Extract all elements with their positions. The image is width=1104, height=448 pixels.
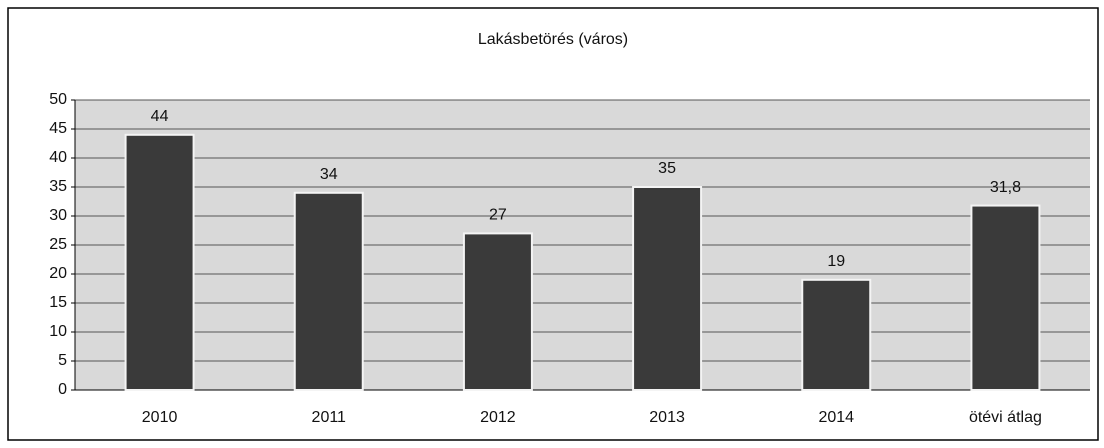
- x-tick-label: 2010: [142, 409, 178, 426]
- bar: [293, 191, 364, 391]
- y-tick-label: 50: [49, 91, 67, 108]
- y-tick-label: 20: [49, 265, 67, 282]
- x-tick-label: 2014: [818, 409, 854, 426]
- data-label: 27: [489, 207, 507, 224]
- bar: [462, 232, 533, 391]
- y-tick-label: 40: [49, 149, 67, 166]
- data-label: 44: [151, 108, 169, 125]
- x-tick-label: ötévi átlag: [969, 409, 1042, 426]
- bar: [124, 133, 195, 391]
- y-tick-label: 45: [49, 120, 67, 137]
- x-tick-label: 2011: [312, 409, 347, 426]
- x-tick-label: 2012: [480, 409, 516, 426]
- data-label: 31,8: [990, 179, 1021, 196]
- y-tick-label: 35: [49, 178, 67, 195]
- y-tick-label: 30: [49, 207, 67, 224]
- y-tick-label: 10: [49, 323, 67, 340]
- y-tick-label: 15: [49, 294, 67, 311]
- x-tick-label: 2013: [649, 409, 685, 426]
- data-label: 34: [320, 166, 338, 183]
- y-tick-label: 5: [58, 352, 67, 369]
- data-label: 35: [658, 160, 676, 177]
- data-label: 19: [827, 253, 845, 270]
- bar: [632, 186, 703, 391]
- bar: [970, 204, 1041, 391]
- y-tick-label: 25: [49, 236, 67, 253]
- bar: [801, 278, 872, 391]
- chart-title: Lakásbetörés (város): [478, 31, 628, 48]
- y-tick-label: 0: [58, 381, 67, 398]
